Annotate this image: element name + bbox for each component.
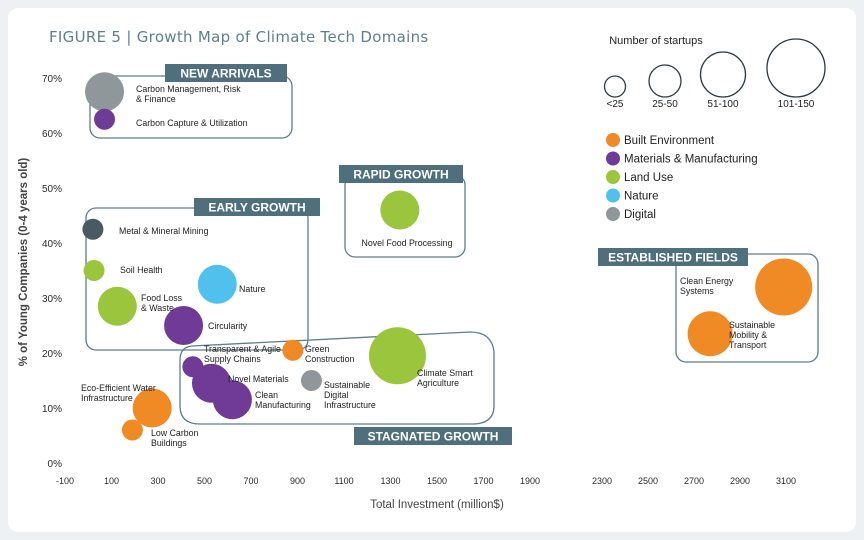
group-box-stagnated-growth: [179, 331, 495, 425]
bubble-point: [164, 306, 204, 345]
bubble-point: [132, 388, 172, 428]
bubble-point: [282, 339, 304, 361]
bubble-point: [380, 190, 420, 230]
y-tick-label: 50%: [42, 184, 62, 195]
y-tick-label: 10%: [42, 404, 62, 415]
y-tick-label: 30%: [42, 294, 62, 305]
size-legend-circle: [766, 38, 826, 98]
bubble-label: Carbon Capture & Utilization: [136, 118, 248, 128]
x-tick-label: -100: [56, 476, 74, 486]
size-legend-label: 101-150: [778, 99, 815, 110]
size-legend-circle: [603, 75, 627, 98]
bubble-point: [97, 286, 137, 326]
bubble-point: [755, 258, 813, 316]
size-legend-label: 51-100: [707, 99, 739, 110]
bubble-label: Food Loss & Waste: [141, 293, 183, 313]
group-tag-stagnated-growth: STAGNATED GROWTH: [368, 430, 499, 444]
x-tick-label: 300: [150, 476, 165, 486]
x-tick-label: 3100: [776, 476, 796, 486]
color-legend-swatch: [606, 170, 620, 184]
bubble-label: Sustainable Mobility & Transport: [729, 320, 775, 350]
size-legend-label: 25-50: [652, 99, 678, 110]
y-tick-label: 70%: [42, 74, 62, 85]
bubble-point: [212, 380, 252, 420]
x-tick-label: 2900: [730, 476, 750, 486]
size-legend-label: <25: [607, 99, 624, 110]
color-legend-label: Materials & Manufacturing: [624, 154, 758, 166]
bubble-point: [197, 264, 237, 304]
bubble-label: Clean Manufacturing: [255, 390, 311, 410]
x-tick-label: 700: [243, 476, 258, 486]
group-tag-stagnated-growth-bg: [354, 427, 512, 445]
y-tick-label: 20%: [42, 349, 62, 360]
y-tick-label: 0%: [48, 459, 63, 470]
bubble-label: Circularity: [208, 321, 248, 331]
y-tick-label: 40%: [42, 239, 62, 250]
color-legend-swatch: [606, 207, 620, 221]
x-tick-label: 1700: [473, 476, 493, 486]
bubble-point: [368, 327, 426, 385]
color-legend-label: Land Use: [624, 172, 673, 184]
bubble-point: [121, 419, 143, 441]
x-tick-label: 1500: [427, 476, 447, 486]
bubble-label: Climate Smart Agriculture: [417, 368, 473, 388]
bubble-point: [83, 260, 105, 281]
bubble-point: [82, 218, 104, 240]
color-legend-label: Nature: [624, 191, 659, 203]
x-axis-title: Total Investment (million$): [370, 499, 504, 511]
bubble-label: Metal & Mineral Mining: [119, 226, 209, 236]
bubble-label: Sustainable Digital Infrastructure: [324, 380, 376, 410]
bubble-point: [85, 72, 125, 112]
group-tag-new-arrivals: NEW ARRIVALS: [180, 67, 271, 81]
bubble-label: Eco-Efficient Water Infrastructure: [81, 383, 156, 403]
bubble-label: Nature: [239, 284, 266, 294]
x-tick-label: 1300: [380, 476, 400, 486]
bubble-label: Soil Health: [120, 265, 163, 275]
color-legend-swatch: [606, 151, 620, 166]
bubble-point: [687, 311, 733, 357]
group-tag-early-growth: EARLY GROWTH: [208, 201, 305, 215]
group-tag-rapid-growth: RAPID GROWTH: [353, 168, 448, 182]
bubble-label: Novel Materials: [228, 374, 289, 384]
bubble-point: [300, 370, 322, 391]
group-tag-established-fields: ESTABLISHED FIELDS: [608, 251, 738, 265]
bubble-label: Clean Energy Systems: [680, 276, 734, 296]
x-tick-label: 900: [290, 476, 305, 486]
x-tick-label: 500: [197, 476, 212, 486]
bubble-label: Green Construction: [305, 344, 354, 364]
group-tag-rapid-growth-bg: [339, 165, 463, 183]
x-tick-label: 2700: [684, 476, 704, 486]
x-tick-label: 1900: [520, 476, 540, 486]
group-tag-early-growth-bg: [194, 198, 320, 216]
y-tick-label: 60%: [42, 129, 62, 140]
x-tick-label: 2500: [638, 476, 658, 486]
size-legend-circle: [699, 51, 747, 98]
color-legend-swatch: [606, 188, 620, 203]
group-tag-new-arrivals-bg: [165, 64, 287, 82]
color-legend-swatch: [606, 133, 620, 147]
bubble-label: Transparent & Agile Supply Chains: [204, 344, 281, 364]
bubble-label: Novel Food Processing: [362, 238, 453, 248]
size-legend-title: Number of startups: [609, 35, 703, 47]
color-legend-label: Built Environment: [624, 135, 715, 147]
figure-title: FIGURE 5 | Growth Map of Climate Tech Do…: [49, 28, 429, 46]
bubble-label: Carbon Management, Risk & Finance: [136, 84, 241, 104]
x-tick-label: 100: [104, 476, 119, 486]
bubble-point: [94, 108, 116, 130]
x-tick-label: 2300: [592, 476, 612, 486]
y-axis-title: % of Young Companies (0-4 years old): [18, 158, 30, 367]
bubble-label: Low Carbon Buildings: [151, 428, 199, 448]
size-legend-circle: [648, 64, 682, 98]
x-tick-label: 1100: [334, 476, 353, 486]
group-tag-established-fields-bg: [598, 248, 748, 266]
color-legend-label: Digital: [624, 209, 656, 221]
